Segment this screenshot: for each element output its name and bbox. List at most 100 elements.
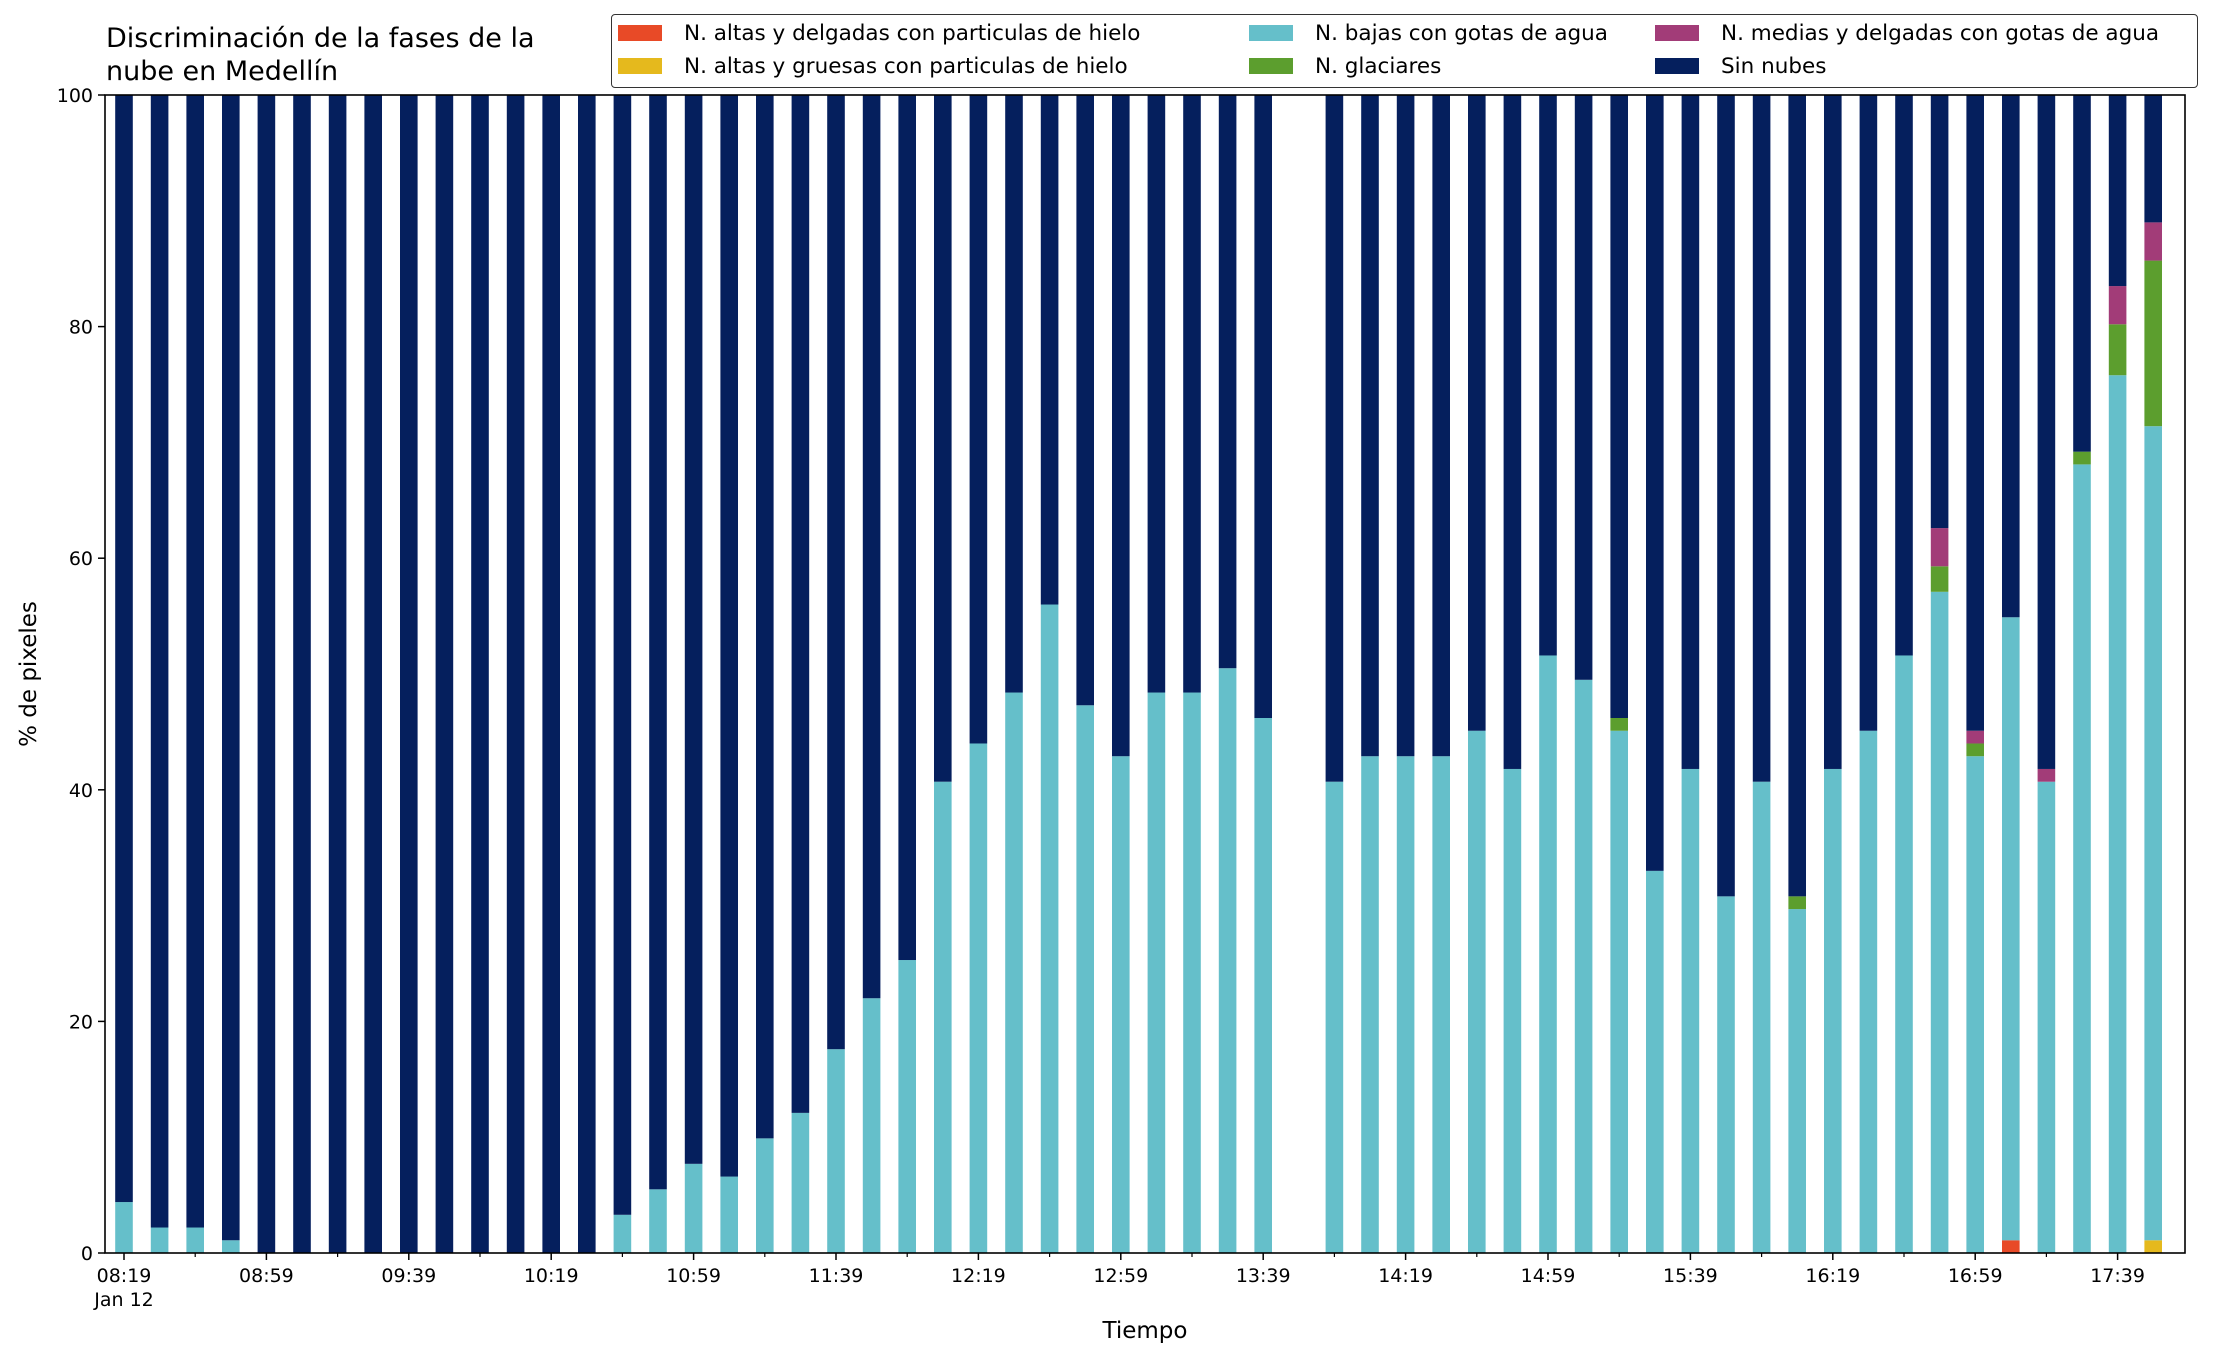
bar-segment	[720, 95, 738, 1177]
bar-segment	[328, 95, 347, 1253]
bar-segment	[649, 95, 667, 1190]
bar-segment	[1396, 95, 1415, 757]
bar-segment	[684, 95, 703, 1164]
bar-segment	[364, 95, 382, 1253]
bar-segment	[1112, 756, 1130, 1253]
bar-segment	[1859, 730, 1878, 1253]
bar-segment	[1895, 655, 1913, 1253]
y-tick-label: 80	[69, 317, 93, 339]
bars-layer	[115, 95, 2162, 1253]
x-tick-label: 17:39	[2090, 1265, 2145, 1287]
bar-segment	[1966, 743, 1984, 757]
bar-segment	[1218, 95, 1237, 669]
bar-segment	[1717, 95, 1735, 897]
bar-segment	[115, 95, 133, 1203]
bar-segment	[2108, 375, 2127, 1253]
bar-segment	[2002, 617, 2020, 1241]
x-tick-label: 10:19	[524, 1265, 579, 1287]
bar-segment	[934, 781, 952, 1253]
bar-segment	[1717, 896, 1735, 1253]
bar-segment	[1646, 95, 1664, 871]
bar-segment	[1432, 756, 1450, 1253]
y-tick-label: 40	[69, 780, 93, 802]
bar-segment	[435, 95, 454, 1253]
x-tick-label: 16:19	[1805, 1265, 1860, 1287]
bar-segment	[791, 1112, 810, 1253]
legend-swatch	[1249, 25, 1293, 41]
bar-segment	[1610, 730, 1628, 1253]
bar-segment	[1966, 756, 1984, 1253]
bar-segment	[1361, 95, 1379, 757]
bar-segment	[1752, 95, 1771, 782]
bar-segment	[1574, 95, 1593, 680]
bar-segment	[1539, 655, 1557, 1253]
bar-segment	[293, 95, 311, 1253]
x-tick-date-label: Jan 12	[93, 1289, 154, 1311]
bar-segment	[1646, 870, 1664, 1253]
chart-title: Discriminación de la fases de la nube en…	[106, 22, 535, 88]
bar-segment	[1183, 692, 1201, 1253]
y-tick-label: 0	[81, 1243, 93, 1265]
bar-segment	[222, 95, 240, 1241]
chart-title-line-1: Discriminación de la fases de la	[106, 23, 535, 54]
legend-item-altas-gruesas: N. altas y gruesas con particulas de hie…	[618, 51, 1128, 81]
bar-segment	[1503, 95, 1522, 769]
bar-segment	[1930, 566, 1949, 592]
bar-segment	[2108, 95, 2127, 287]
bar-segment	[1788, 95, 1806, 897]
legend-swatch	[618, 25, 662, 41]
bar-segment	[1112, 95, 1130, 757]
legend-item-glaciares: N. glaciares	[1249, 51, 1441, 81]
legend-swatch	[1655, 58, 1699, 74]
bar-segment	[1539, 95, 1557, 656]
bar-segment	[1859, 95, 1878, 731]
bar-segment	[2144, 260, 2162, 427]
legend-swatch	[1655, 25, 1699, 41]
bar-segment	[756, 1138, 774, 1253]
bar-segment	[613, 1214, 632, 1253]
bar-segment	[1610, 95, 1628, 718]
legend-item-bajas: N. bajas con gotas de agua	[1249, 18, 1608, 48]
bar-segment	[1325, 781, 1344, 1253]
bar-segment	[1788, 909, 1806, 1253]
legend-label: N. glaciares	[1315, 53, 1442, 79]
x-tick-label: 14:19	[1378, 1265, 1433, 1287]
bar-segment	[400, 95, 418, 1253]
bar-segment	[969, 95, 988, 744]
bar-segment	[1468, 730, 1486, 1253]
bar-segment	[613, 95, 632, 1215]
x-tick-label: 08:19	[97, 1265, 152, 1287]
bar-segment	[969, 743, 988, 1253]
bar-segment	[827, 1049, 845, 1253]
bar-segment	[1966, 95, 1984, 731]
bar-segment	[1966, 730, 1984, 744]
bar-segment	[684, 1163, 703, 1253]
bar-segment	[2144, 1240, 2162, 1253]
bar-segment	[720, 1176, 738, 1253]
legend-item-sin-nubes: Sin nubes	[1655, 51, 1826, 81]
bar-segment	[898, 960, 916, 1253]
bar-segment	[1005, 95, 1023, 693]
bar-segment	[934, 95, 952, 782]
y-axis: 0 20 40 60 80 100	[57, 85, 105, 1265]
bar-segment	[115, 1202, 133, 1253]
bar-segment	[1076, 95, 1094, 706]
bar-segment	[1752, 781, 1771, 1253]
bar-segment	[2108, 324, 2127, 376]
bar-segment	[862, 998, 881, 1253]
bar-segment	[791, 95, 810, 1113]
bar-segment	[1432, 95, 1450, 757]
bar-segment	[2037, 95, 2056, 769]
x-tick-label: 08:59	[239, 1265, 294, 1287]
chart-title-line-2: nube en Medellín	[106, 56, 339, 87]
bar-segment	[257, 95, 276, 1253]
x-tick-label: 10:59	[666, 1265, 721, 1287]
plot-frame	[104, 94, 2186, 1254]
bar-segment	[1930, 528, 1949, 567]
bar-segment	[1183, 95, 1201, 693]
bar-segment	[1503, 768, 1522, 1253]
bar-segment	[150, 95, 169, 1228]
bar-segment	[1040, 604, 1059, 1253]
bar-segment	[827, 95, 845, 1050]
